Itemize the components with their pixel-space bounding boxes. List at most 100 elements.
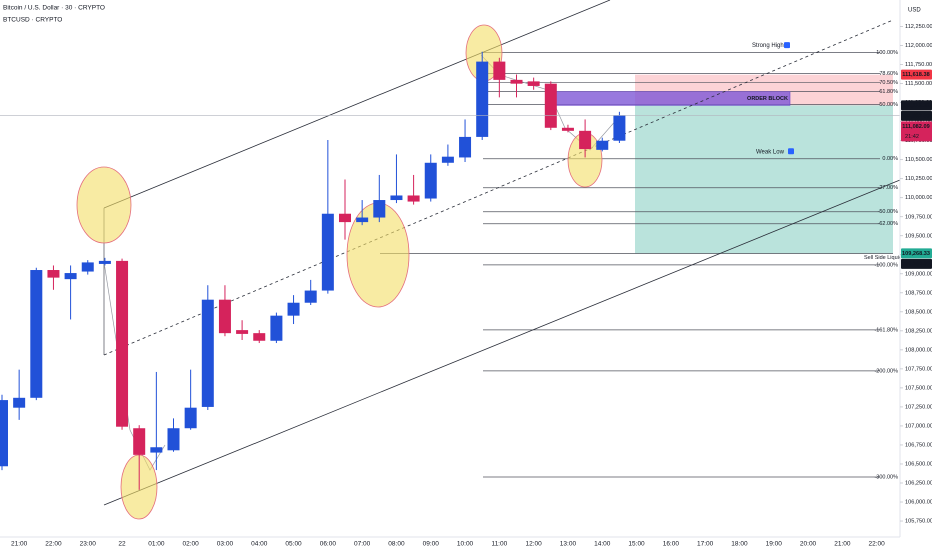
liquidity-label: Sell Side Liquidity	[864, 255, 908, 261]
x-tick-label: 16:00	[663, 541, 680, 548]
x-tick-label: 05:00	[285, 541, 302, 548]
candle-body	[321, 213, 334, 291]
candle-body	[201, 299, 214, 407]
candle-body	[356, 217, 369, 223]
y-tick-label: 106,250.00	[905, 480, 932, 486]
candle-body	[613, 115, 626, 141]
price-label-box	[901, 121, 932, 142]
x-tick-label: 14:00	[594, 541, 611, 548]
x-tick-label: 21:00	[11, 541, 28, 548]
price-label: 111,082.09	[902, 124, 929, 130]
x-tick-label: 15:00	[628, 541, 645, 548]
candle-body	[116, 260, 129, 427]
x-tick-label: 10:00	[457, 541, 474, 548]
x-tick-label: 08:00	[388, 541, 405, 548]
candle-body	[47, 270, 60, 278]
x-tick-label: 20:00	[800, 541, 817, 548]
y-tick-label: 110,250.00	[905, 176, 932, 182]
price-label-box	[901, 258, 932, 269]
candle-body	[236, 330, 249, 334]
candle-body	[218, 299, 231, 334]
chart-subtitle: BTCUSD · CRYPTO	[3, 17, 62, 24]
candle-body	[373, 200, 386, 218]
y-tick-label: 111,750.00	[905, 62, 932, 68]
x-tick-label: 07:00	[354, 541, 371, 548]
x-tick-label: 17:00	[697, 541, 714, 548]
fib-label: -200.00%	[874, 368, 898, 374]
fib-label: 100.00%	[876, 50, 898, 56]
time-axis	[0, 537, 900, 550]
x-tick-label: 04:00	[251, 541, 268, 548]
countdown: 21:42	[905, 134, 919, 140]
candle-body	[441, 156, 454, 163]
x-tick-label: 22	[118, 541, 126, 548]
zones: 100.00% 78.60% 70.50% 61.80% 50.00% 0.00% -27.…	[380, 42, 908, 480]
candle-body	[13, 397, 26, 408]
candle-body	[407, 195, 420, 202]
candle-body	[150, 447, 163, 453]
candle-body	[81, 262, 94, 272]
fib-label: -50.00%	[878, 209, 899, 215]
y-tick-label: 109,500.00	[905, 233, 932, 239]
x-tick-label: 18:00	[731, 541, 748, 548]
x-tick-label: 01:00	[148, 541, 165, 548]
y-tick-label: 107,250.00	[905, 404, 932, 410]
x-tick-label: 06:00	[320, 541, 337, 548]
candle-body	[287, 302, 300, 316]
price-label: 111,618.38	[902, 72, 929, 78]
price-axis	[900, 0, 932, 550]
y-tick-label: 112,250.00	[905, 24, 932, 30]
fib-label: -100.00%	[874, 262, 898, 268]
y-tick-label: 107,500.00	[905, 385, 932, 391]
candle-body	[424, 162, 437, 199]
x-tick-label: 22:00	[869, 541, 886, 548]
x-tick-label: 12:00	[526, 541, 543, 548]
candle-body	[596, 140, 609, 150]
candle-body	[253, 333, 266, 341]
fib-label: -161.80%	[874, 327, 898, 333]
target-zone	[635, 105, 893, 254]
y-tick-label: 111,500.00	[905, 81, 932, 87]
swing-label: Strong High	[752, 43, 784, 49]
fib-label: 61.80%	[879, 89, 898, 95]
currency: USD	[908, 8, 921, 14]
y-tick-label: 106,500.00	[905, 461, 932, 467]
y-tick-label: 109,000.00	[905, 271, 932, 277]
price-label-box	[901, 100, 932, 111]
x-tick-label: 22:00	[45, 541, 62, 548]
channel-middle	[103, 19, 894, 356]
candle-body	[544, 83, 557, 128]
candle-body	[339, 213, 351, 223]
price-label-box	[901, 248, 932, 259]
y-tick-label: 110,000.00	[905, 195, 932, 201]
candle-body	[390, 195, 403, 201]
y-tick-label: 106,750.00	[905, 442, 932, 448]
x-tick-label: 11:00	[491, 541, 507, 548]
fib-label: -300.00%	[874, 474, 898, 480]
x-tick-label: 19:00	[766, 541, 783, 548]
candle-body	[133, 428, 146, 455]
y-tick-label: 108,000.00	[905, 347, 932, 353]
swing-label: Weak Low	[756, 149, 785, 155]
fib-label: 78.60%	[879, 71, 898, 77]
channel-upper	[103, 0, 611, 209]
channel-lower	[103, 179, 901, 506]
candle-body	[561, 127, 574, 131]
highlight	[76, 166, 132, 244]
candle-body	[167, 428, 180, 451]
chart-title: Bitcoin / U.S. Dollar · 30 · CRYPTO	[3, 5, 105, 12]
y-tick-label: 106,000.00	[905, 499, 932, 505]
candle-body	[579, 130, 592, 150]
y-tick-label: 108,750.00	[905, 290, 932, 296]
candle-body	[459, 136, 472, 158]
fib-label: 0.00%	[882, 156, 898, 162]
candles	[0, 51, 900, 490]
x-tick-label: 03:00	[217, 541, 234, 548]
swing-icon	[784, 42, 790, 49]
price-label: 109,268.33	[902, 251, 930, 257]
order-block-label: ORDER BLOCK	[747, 96, 788, 102]
candle-body	[304, 290, 317, 303]
candle-body	[184, 407, 197, 429]
swing-icon	[788, 148, 794, 155]
